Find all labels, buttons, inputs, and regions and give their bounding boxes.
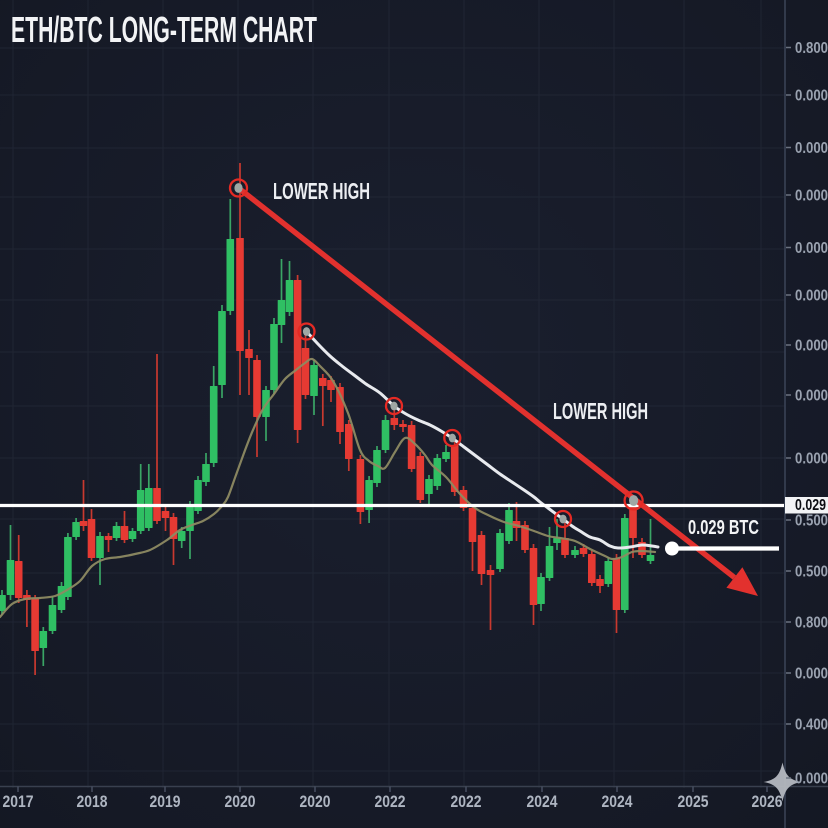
- svg-text:2022: 2022: [375, 792, 406, 811]
- svg-text:0.000: 0.000: [795, 388, 828, 405]
- svg-text:0.029 BTC: 0.029 BTC: [688, 517, 759, 539]
- svg-text:0.000: 0.000: [795, 288, 828, 305]
- svg-text:0.800: 0.800: [795, 40, 828, 57]
- svg-text:0.000: 0.000: [795, 88, 828, 105]
- svg-text:2024: 2024: [527, 792, 558, 811]
- svg-text:2025: 2025: [678, 792, 709, 811]
- svg-text:2022: 2022: [451, 792, 482, 811]
- svg-text:ETH/BTC LONG-TERM CHART: ETH/BTC LONG-TERM CHART: [11, 9, 317, 50]
- svg-text:0.000: 0.000: [795, 666, 828, 683]
- svg-text:0.000: 0.000: [795, 188, 828, 205]
- svg-text:2020: 2020: [225, 792, 256, 811]
- svg-text:0.000: 0.000: [795, 338, 828, 355]
- svg-text:0.800: 0.800: [795, 615, 828, 632]
- svg-text:0.000: 0.000: [795, 451, 828, 468]
- svg-text:2020: 2020: [300, 792, 331, 811]
- svg-text:LOWER HIGH: LOWER HIGH: [273, 178, 370, 204]
- svg-text:0.029: 0.029: [795, 497, 826, 514]
- svg-text:2017: 2017: [3, 792, 34, 811]
- svg-text:0.000: 0.000: [795, 240, 828, 257]
- svg-text:0.500: 0.500: [795, 564, 828, 581]
- svg-text:0.400: 0.400: [795, 717, 828, 734]
- svg-text:2018: 2018: [77, 792, 108, 811]
- svg-text:2019: 2019: [150, 792, 181, 811]
- svg-text:0.500: 0.500: [795, 513, 828, 530]
- svg-text:0.000: 0.000: [795, 771, 828, 788]
- svg-text:0.000: 0.000: [795, 140, 828, 157]
- svg-text:2026: 2026: [752, 792, 783, 811]
- svg-text:LOWER HIGH: LOWER HIGH: [553, 398, 648, 424]
- svg-text:2024: 2024: [602, 792, 633, 811]
